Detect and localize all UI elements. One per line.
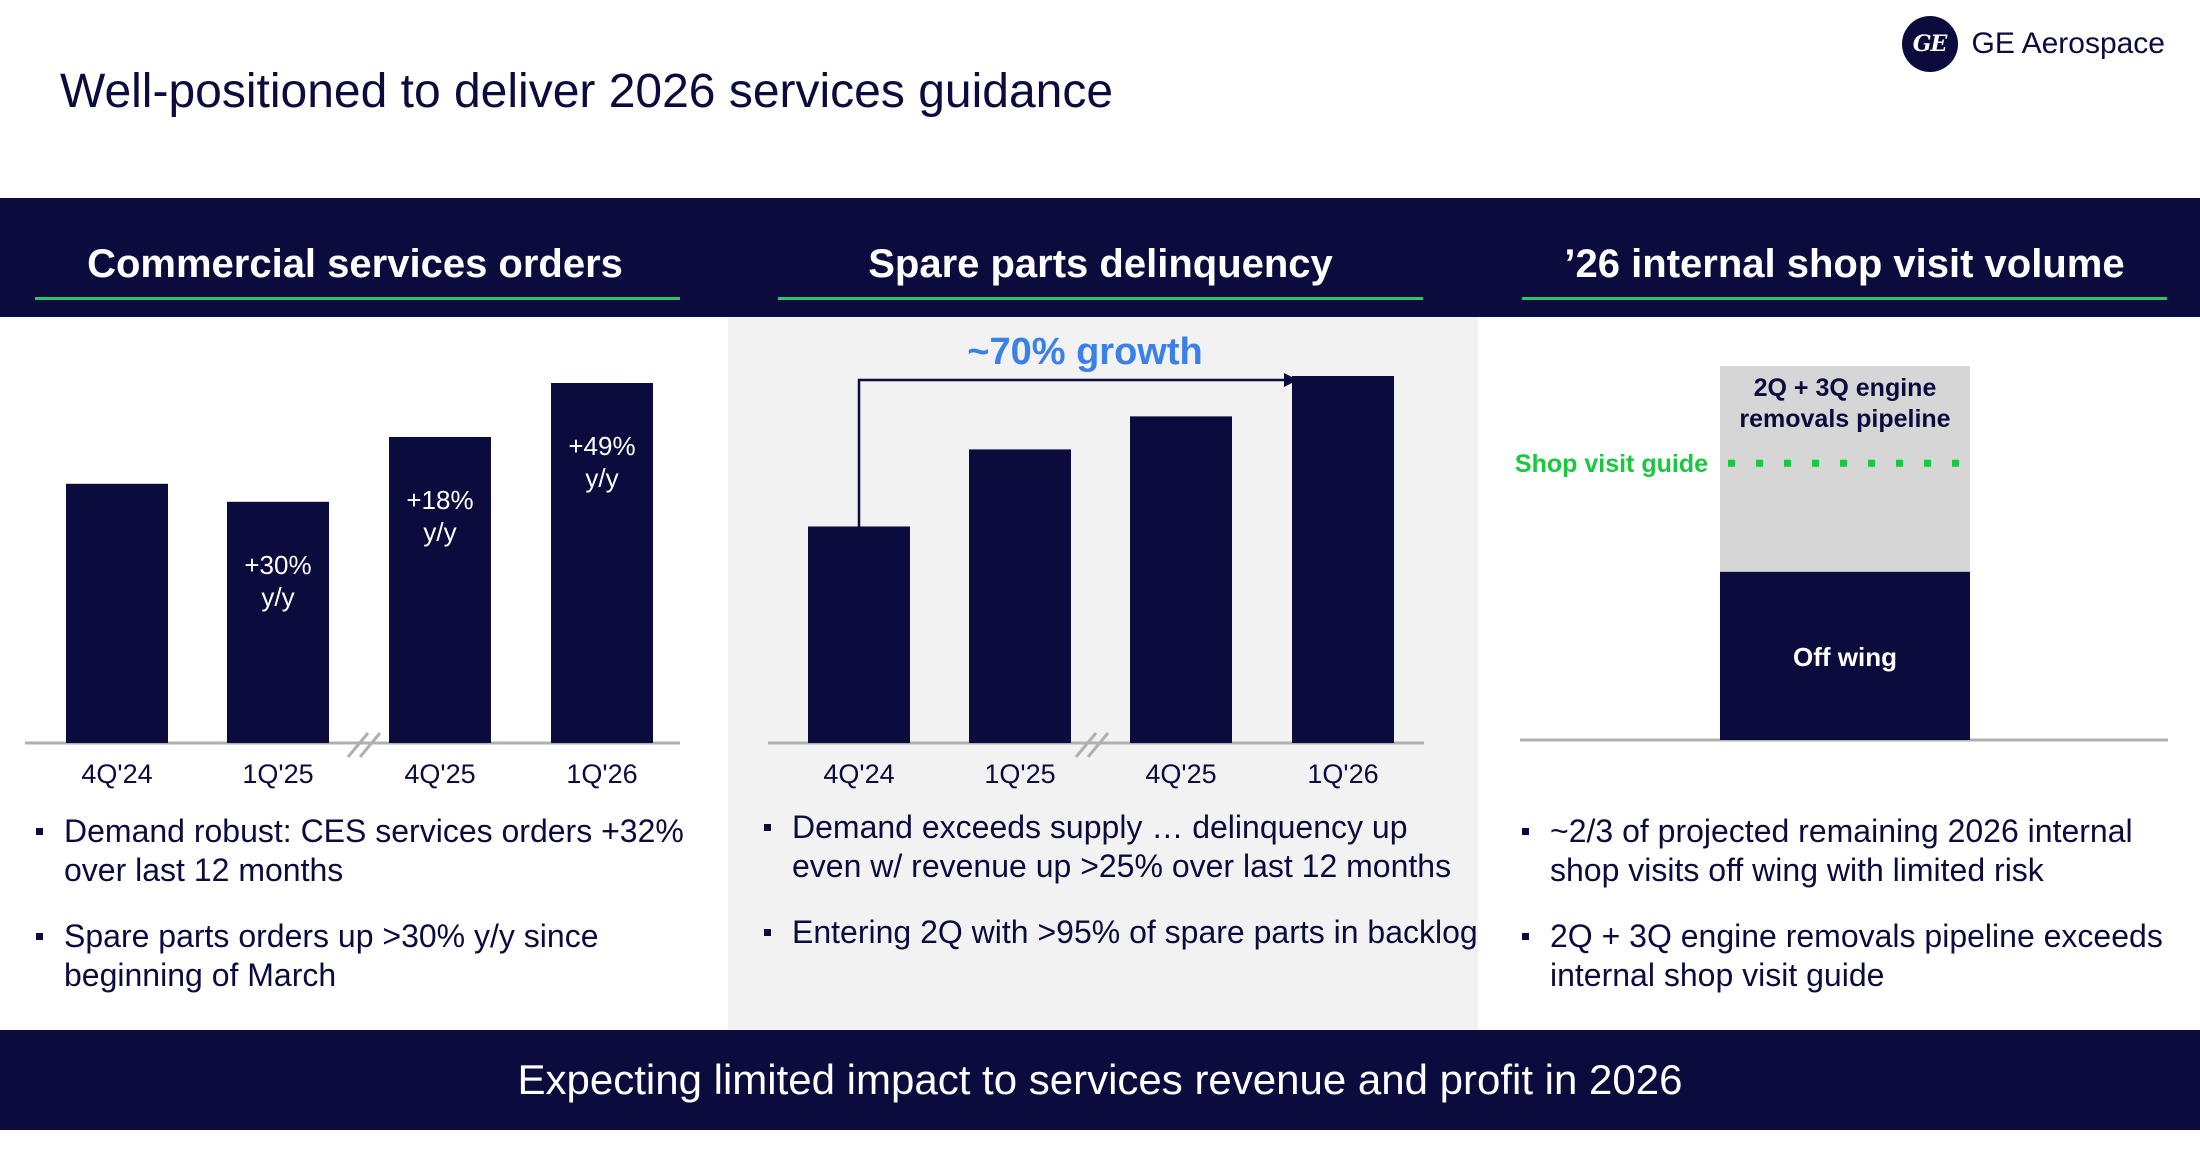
axis-break-mark xyxy=(346,732,370,758)
x-tick-label: 1Q'26 xyxy=(1307,759,1378,789)
column-title-orders: Commercial services orders xyxy=(87,242,623,286)
footer-message: Expecting limited impact to services rev… xyxy=(517,1056,1683,1103)
bar xyxy=(1130,416,1232,743)
footer-band: Expecting limited impact to services rev… xyxy=(0,1030,2200,1130)
off-wing-segment xyxy=(1720,571,1970,740)
bullet-item: Demand robust: CES services orders +32% … xyxy=(34,812,714,890)
x-tick-label: 1Q'25 xyxy=(242,759,313,789)
bullet-item: Spare parts orders up >30% y/y since beg… xyxy=(34,917,714,995)
bar xyxy=(227,501,329,743)
brand-name: GE Aerospace xyxy=(1971,27,2165,60)
x-tick-label: 4Q'24 xyxy=(823,759,894,789)
bar xyxy=(389,437,491,743)
orders-bar-chart: 4Q'24 1Q'25 +30% y/y 4Q'25 +18% y/y 1Q'26 +49% y/… xyxy=(25,383,680,789)
bar-data-label: +30% y/y xyxy=(244,550,311,612)
bullets-delinquency: Demand exceeds supply … delinquency up e… xyxy=(762,808,1478,979)
ge-monogram-icon: GE xyxy=(1901,16,1958,72)
bar xyxy=(808,526,910,743)
bar xyxy=(969,449,1071,743)
bar-data-label: +49% y/y xyxy=(568,431,635,493)
bullet-item: Demand exceeds supply … delinquency up e… xyxy=(762,808,1478,886)
column-rule-orders xyxy=(35,297,680,300)
column-rule-shop-visits xyxy=(1522,297,2167,300)
slide-title: Well-positioned to deliver 2026 services… xyxy=(60,65,1114,118)
bar xyxy=(1292,376,1394,743)
axis-break-mark xyxy=(1086,732,1110,758)
x-tick-label: 4Q'25 xyxy=(404,759,475,789)
growth-arrow-head xyxy=(1284,373,1298,387)
axis-break-mark xyxy=(358,732,382,758)
column-title-shop-visits: ’26 internal shop visit volume xyxy=(1564,242,2125,286)
bar xyxy=(551,383,653,743)
growth-annotation: ~70% growth xyxy=(967,331,1202,373)
x-tick-label: 1Q'25 xyxy=(984,759,1055,789)
bar xyxy=(66,483,168,743)
shop-visit-stacked-chart: Off wing 2Q + 3Q engine removals pipeline S… xyxy=(1515,366,2168,742)
column-rule-delinquency xyxy=(778,297,1423,300)
x-tick-label: 4Q'25 xyxy=(1145,759,1216,789)
guide-line-label: Shop visit guide xyxy=(1515,450,1708,478)
axis-break-mark xyxy=(1074,732,1098,758)
brand-logo: GE GE Aerospace xyxy=(1901,16,2165,72)
bullets-orders: Demand robust: CES services orders +32% … xyxy=(34,812,714,1022)
bullet-item: 2Q + 3Q engine removals pipeline exceeds… xyxy=(1520,917,2200,995)
column-title-delinquency: Spare parts delinquency xyxy=(868,242,1333,286)
x-tick-label: 1Q'26 xyxy=(566,759,637,789)
off-wing-label: Off wing xyxy=(1793,642,1897,672)
delinquency-bar-chart: 4Q'24 1Q'25 4Q'25 1Q'26 ~70% growth xyxy=(768,331,1424,789)
bar-data-label: +18% y/y xyxy=(406,485,473,547)
bullet-item: ~2/3 of projected remaining 2026 interna… xyxy=(1520,812,2200,890)
x-tick-label: 4Q'24 xyxy=(81,759,152,789)
growth-arrow-line xyxy=(857,378,1284,527)
pipeline-label: 2Q + 3Q engine removals pipeline xyxy=(1739,374,1950,433)
bullet-item: Entering 2Q with >95% of spare parts in … xyxy=(762,913,1478,952)
pipeline-segment xyxy=(1720,366,1970,572)
bullets-shop-visits: ~2/3 of projected remaining 2026 interna… xyxy=(1520,812,2200,1022)
